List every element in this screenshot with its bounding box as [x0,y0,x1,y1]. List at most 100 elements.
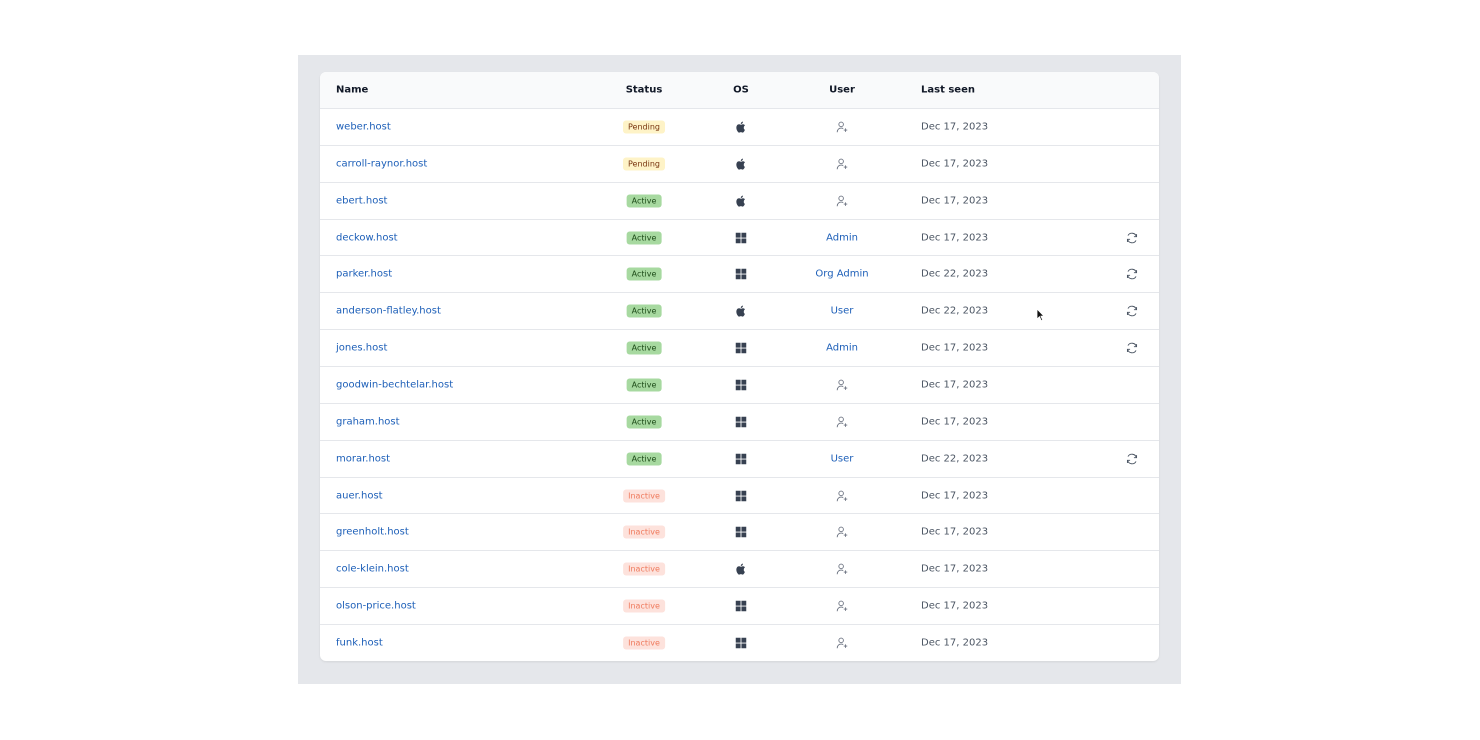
row: auer.host Inactive Dec 17, 2023 [320,476,1159,514]
status-badge: Active [626,415,662,429]
assign-user[interactable] [835,525,849,539]
status-badge: Active [626,194,662,208]
sync-button[interactable] [1125,304,1139,318]
assign-user[interactable] [835,415,849,429]
last-seen: Dec 17, 2023 [921,563,989,575]
host-link[interactable]: greenholt.host [336,526,409,538]
host-link[interactable]: jones.host [336,342,388,354]
row: funk.host Inactive Dec 17, 2023 [320,624,1159,661]
column-header[interactable]: User [829,84,855,96]
last-seen: Dec 17, 2023 [921,195,989,207]
assign-user[interactable] [835,562,849,576]
column-header[interactable]: Status [625,84,663,96]
host-link[interactable]: ebert.host [336,195,388,207]
host-link[interactable]: graham.host [336,416,400,428]
column-header[interactable]: OS [733,84,749,96]
row: morar.host Active User Dec 22, 2023 [320,439,1159,477]
os-icon [734,562,748,576]
os-icon [734,636,748,650]
row: jones.host Active Admin Dec 17, 2023 [320,329,1159,366]
header-row: Name Status OS User Last seen [320,72,1159,108]
last-seen: Dec 17, 2023 [921,490,989,502]
last-seen: Dec 17, 2023 [921,379,989,391]
status-badge: Active [626,304,662,318]
assign-user[interactable] [835,194,849,208]
last-seen: Dec 17, 2023 [921,121,989,133]
panel: Name Status OS User Last seen weber.host… [298,55,1181,684]
host-link[interactable]: auer.host [336,490,383,502]
row: weber.host Pending Dec 17, 2023 [320,108,1159,145]
user-link[interactable]: Admin [826,342,858,354]
status-badge: Inactive [623,562,665,576]
row: graham.host Active Dec 17, 2023 [320,402,1159,440]
os-icon [734,415,748,429]
status-badge: Active [626,231,662,244]
user-link[interactable]: Admin [826,232,858,243]
row: goodwin-bechtelar.host Active Dec 17, 2023 [320,366,1159,403]
os-icon [734,267,748,281]
row: olson-price.host Inactive Dec 17, 2023 [320,587,1159,624]
status-badge: Active [626,452,662,466]
os-icon [734,452,748,466]
row: carroll-raynor.host Pending Dec 17, 2023 [320,144,1159,182]
host-link[interactable]: carroll-raynor.host [336,158,428,170]
host-link[interactable]: goodwin-bechtelar.host [336,379,454,391]
host-link[interactable]: cole-klein.host [336,563,409,575]
last-seen: Dec 17, 2023 [921,600,989,612]
host-link[interactable]: funk.host [336,637,383,649]
status-badge: Pending [623,120,665,134]
os-icon [734,525,748,539]
status-badge: Inactive [623,489,665,503]
assign-user[interactable] [835,489,849,503]
host-link[interactable]: parker.host [336,268,393,280]
last-seen: Dec 22, 2023 [921,268,989,280]
os-icon [734,599,748,613]
column-header[interactable]: Name [336,84,369,96]
status-badge: Pending [623,157,665,171]
last-seen: Dec 17, 2023 [921,342,989,354]
row: greenholt.host Inactive Dec 17, 2023 [320,513,1159,550]
last-seen: Dec 17, 2023 [921,158,989,170]
host-link[interactable]: deckow.host [336,232,398,243]
status-badge: Active [626,378,662,392]
assign-user[interactable] [835,157,849,171]
assign-user[interactable] [835,120,849,134]
os-icon [734,378,748,392]
os-icon [734,304,748,318]
host-link[interactable]: morar.host [336,453,391,465]
host-link[interactable]: olson-price.host [336,600,416,612]
status-badge: Inactive [623,636,665,650]
os-icon [734,120,748,134]
row: cole-klein.host Inactive Dec 17, 2023 [320,550,1159,587]
row: deckow.host Active Admin Dec 17, 2023 [320,218,1159,256]
os-icon [734,157,748,171]
row: anderson-flatley.host Active User Dec 22, 2… [320,292,1159,329]
last-seen: Dec 17, 2023 [921,637,989,649]
user-link[interactable]: User [830,305,854,317]
last-seen: Dec 17, 2023 [921,526,989,538]
sync-button[interactable] [1125,341,1139,355]
row: ebert.host Active Dec 17, 2023 [320,181,1159,219]
status-badge: Active [626,267,662,281]
column-header[interactable]: Last seen [921,84,975,96]
sync-button[interactable] [1125,231,1139,245]
sync-button[interactable] [1125,452,1139,466]
row: parker.host Active Org Admin Dec 22, 2023 [320,255,1159,292]
user-link[interactable]: User [830,453,854,465]
last-seen: Dec 22, 2023 [921,305,989,317]
host-link[interactable]: anderson-flatley.host [336,305,441,317]
status-badge: Active [626,341,662,355]
assign-user[interactable] [835,599,849,613]
os-icon [734,341,748,355]
last-seen: Dec 17, 2023 [921,232,989,243]
host-link[interactable]: weber.host [336,121,391,133]
hosts-table: Name Status OS User Last seen weber.host… [320,72,1159,661]
os-icon [734,194,748,208]
last-seen: Dec 22, 2023 [921,453,989,465]
status-badge: Inactive [623,525,665,539]
last-seen: Dec 17, 2023 [921,416,989,428]
assign-user[interactable] [835,378,849,392]
user-link[interactable]: Org Admin [815,268,869,280]
sync-button[interactable] [1125,267,1139,281]
assign-user[interactable] [835,636,849,650]
